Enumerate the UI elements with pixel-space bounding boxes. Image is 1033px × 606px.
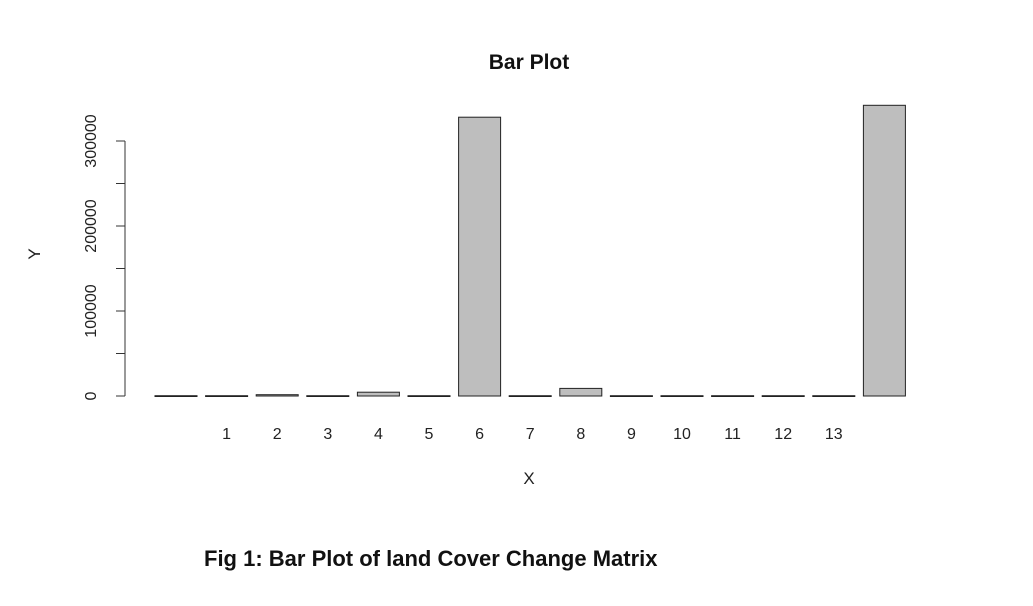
- x-axis-label: X: [523, 469, 534, 488]
- bar: [862, 104, 906, 397]
- x-tick-label: 11: [724, 426, 741, 443]
- bar: [761, 395, 805, 398]
- x-tick-label: 10: [673, 426, 691, 443]
- bar: [660, 395, 704, 398]
- y-tick-label: 200000: [83, 199, 100, 252]
- bar: [205, 395, 249, 398]
- chart-title: Bar Plot: [489, 51, 570, 74]
- x-tick-label: 3: [323, 426, 332, 443]
- x-tick-label: 8: [576, 426, 585, 443]
- x-tick-label: 1: [222, 426, 231, 443]
- y-axis: 0 100000 200000 300000: [83, 114, 126, 400]
- x-tick-label: 13: [825, 426, 843, 443]
- x-tick-label: 9: [627, 426, 636, 443]
- bars-group: [154, 104, 906, 398]
- y-tick-label: 0: [83, 391, 100, 400]
- x-tick-label: 7: [526, 426, 535, 443]
- x-tick-labels: 1 2 3 4 5 6 7 8 9 10 11 12 13: [222, 426, 843, 443]
- bar: [255, 394, 299, 397]
- bar: [407, 395, 451, 398]
- bar: [356, 391, 400, 397]
- bar: [711, 395, 755, 398]
- bar: [609, 395, 653, 398]
- figure-caption: Fig 1: Bar Plot of land Cover Change Mat…: [204, 546, 658, 571]
- x-tick-label: 12: [774, 426, 792, 443]
- bar: [812, 395, 856, 398]
- bar: [559, 387, 603, 397]
- y-tick-label: 300000: [83, 114, 100, 167]
- x-tick-label: 2: [273, 426, 282, 443]
- bar: [458, 116, 502, 397]
- y-tick-label: 100000: [83, 284, 100, 337]
- bar: [508, 395, 552, 398]
- x-tick-label: 6: [475, 426, 484, 443]
- x-tick-label: 4: [374, 426, 383, 443]
- x-tick-label: 5: [425, 426, 434, 443]
- bar: [154, 395, 198, 398]
- y-axis-label: Y: [25, 248, 44, 259]
- bar: [306, 395, 350, 398]
